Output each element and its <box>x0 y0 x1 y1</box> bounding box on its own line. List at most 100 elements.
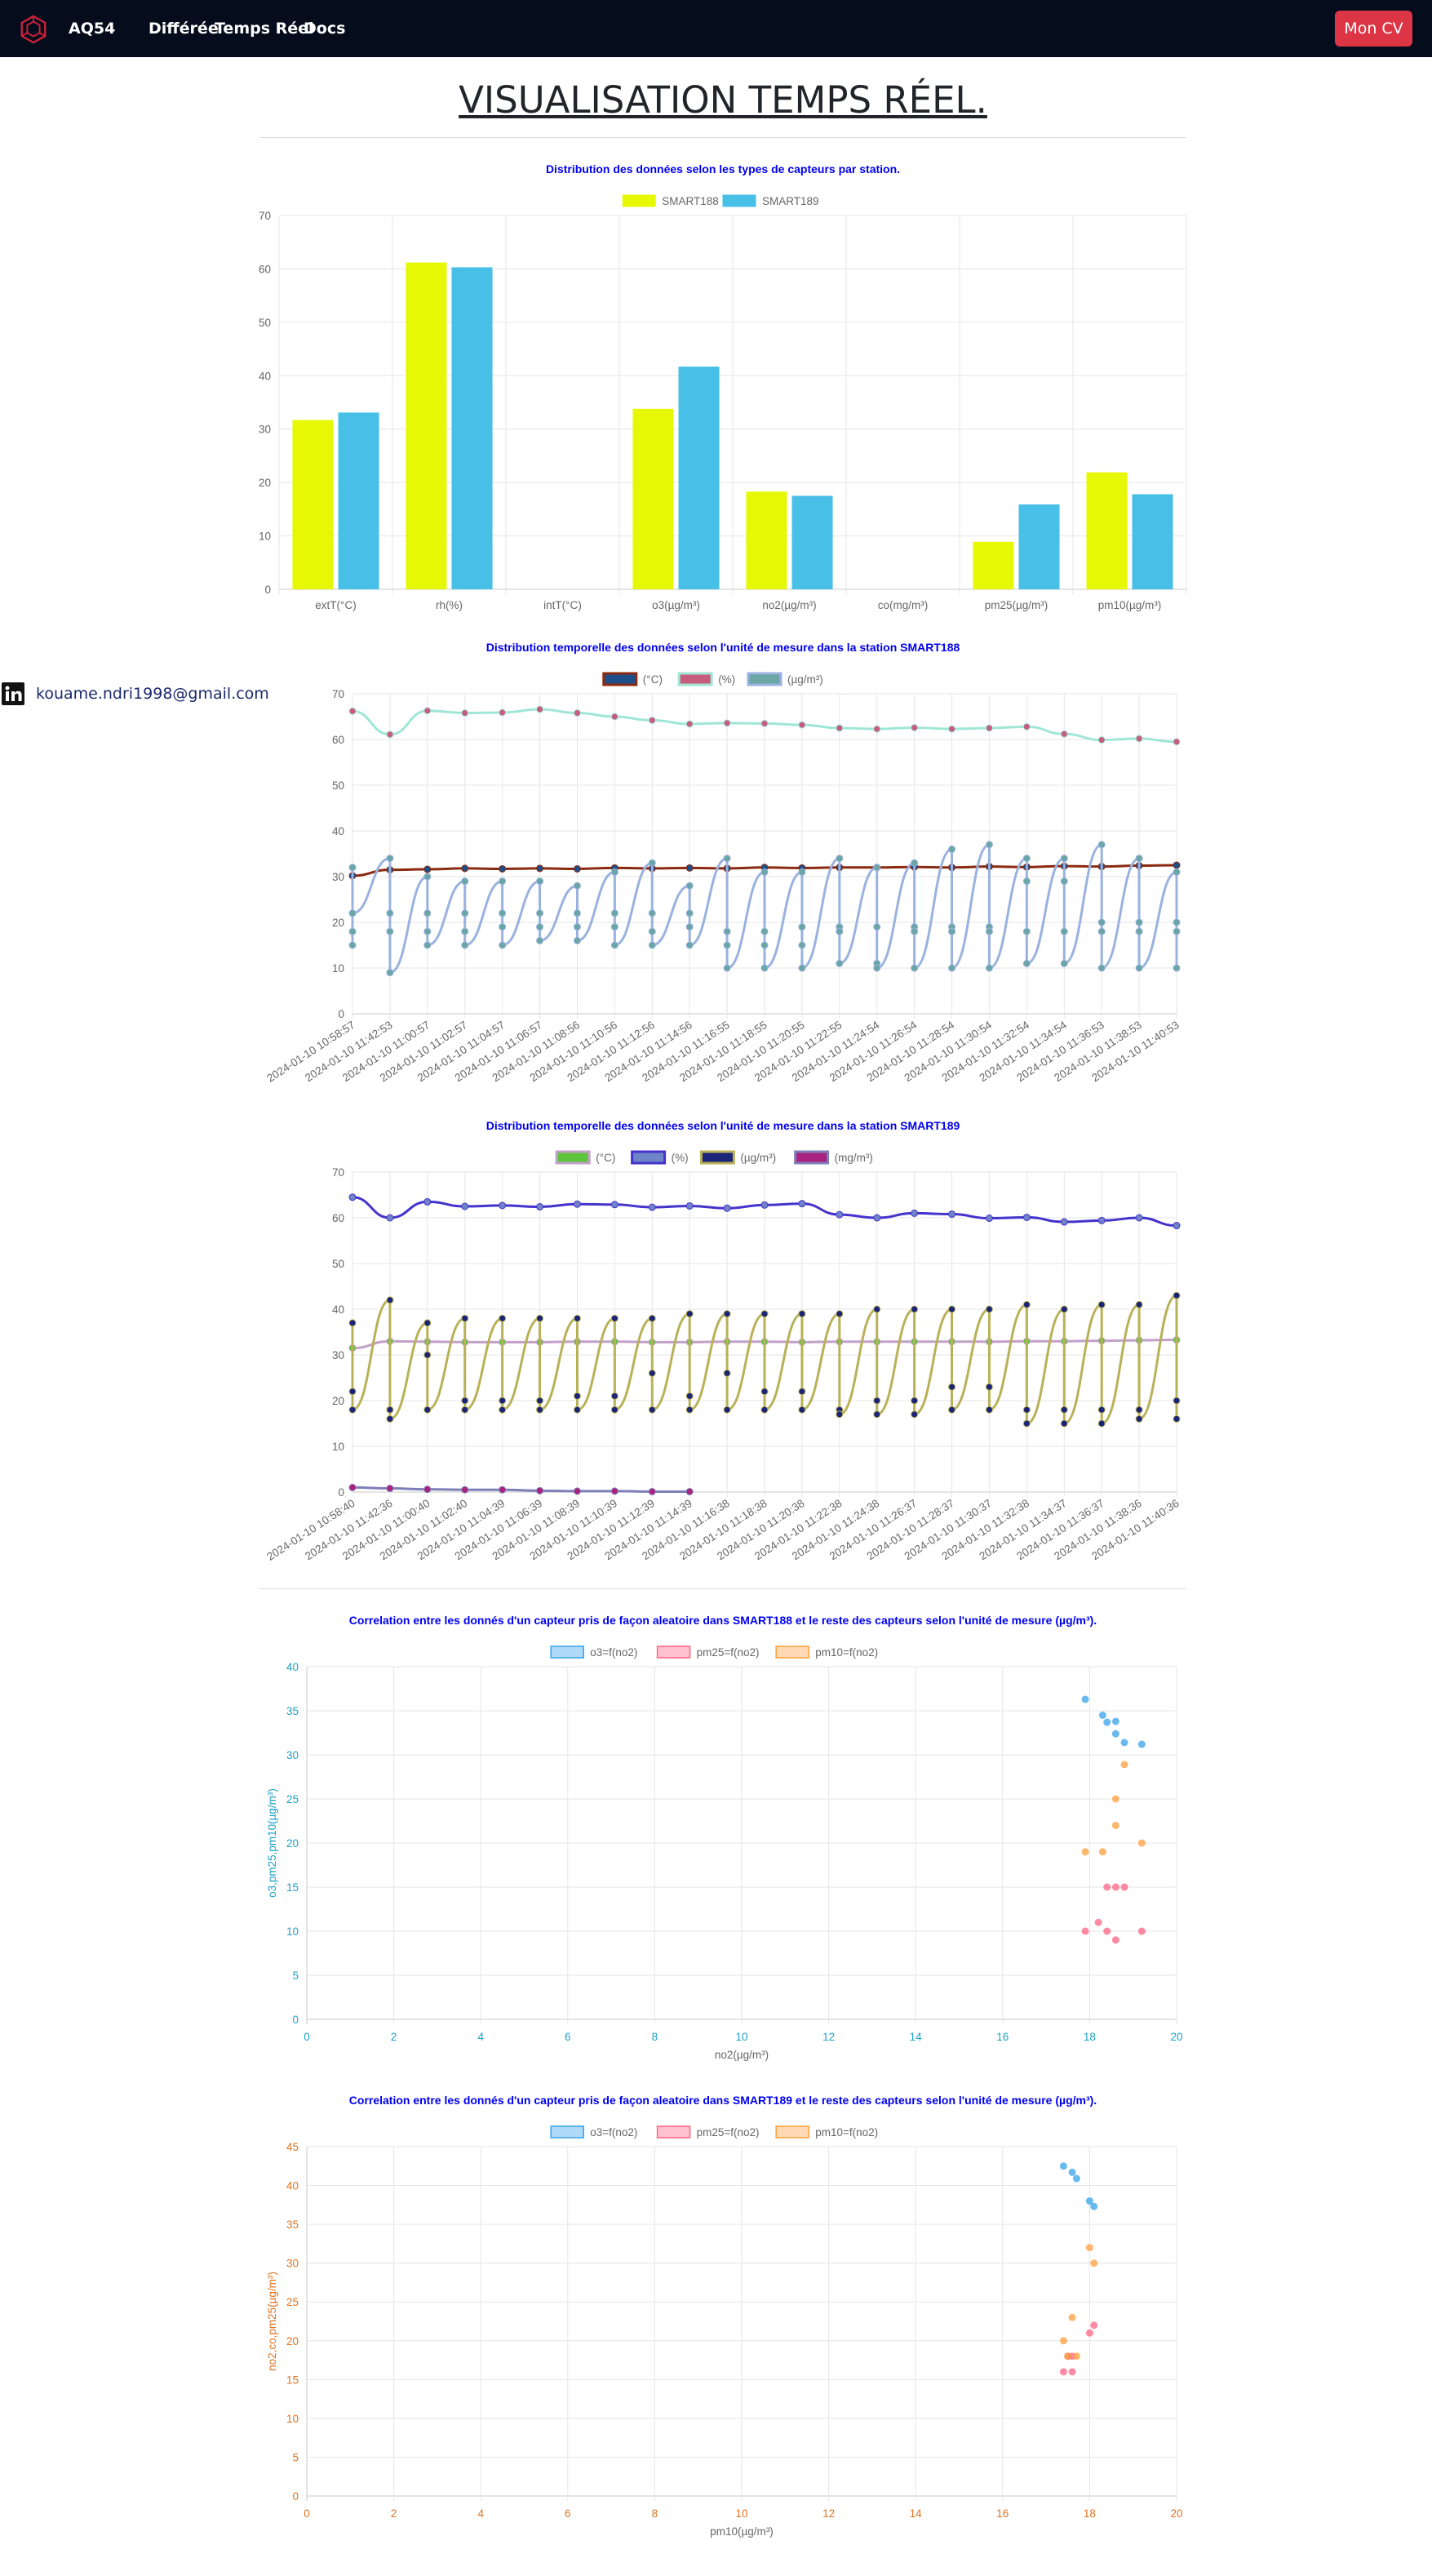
legend-swatch <box>656 2125 691 2139</box>
data-point <box>985 1383 993 1391</box>
data-point <box>386 1296 394 1304</box>
nav-link-differee[interactable]: Différée <box>149 20 219 38</box>
data-point <box>1097 841 1106 849</box>
data-point <box>948 1406 956 1414</box>
y-tick-label: 45 <box>286 2141 299 2153</box>
x-tick-label: extT(°C) <box>315 599 356 611</box>
data-point <box>536 1203 544 1211</box>
data-point <box>423 1197 432 1206</box>
scatter-point-2 <box>1081 1848 1089 1856</box>
x-tick-label: 12 <box>822 2507 835 2520</box>
data-point <box>573 1392 581 1400</box>
data-point <box>836 1410 844 1419</box>
data-point <box>948 1305 956 1313</box>
y-tick-label: 60 <box>332 1212 344 1224</box>
chart-title: Correlation entre les donnés d'un capteu… <box>349 2094 1097 2107</box>
y-axis-label: o3,pm25,pm10(µg/m³) <box>266 1788 278 1898</box>
data-point <box>461 1406 469 1414</box>
data-point <box>948 964 956 972</box>
data-point <box>499 1486 507 1494</box>
legend-swatch <box>550 2125 584 2139</box>
data-point <box>911 1397 919 1405</box>
legend-swatch <box>550 1646 584 1659</box>
scatter-chart-smart188: Correlation entre les donnés d'un capteu… <box>266 1614 1183 2061</box>
mon-cv-button[interactable]: Mon CV <box>1335 11 1412 47</box>
nav-link-temps-reel[interactable]: Temps Réel <box>215 20 314 38</box>
x-tick-label: rh(%) <box>436 599 463 611</box>
y-tick-label: 15 <box>286 2374 299 2386</box>
scatter-chart-smart189: Correlation entre les donnés d'un capteu… <box>266 2094 1183 2538</box>
data-point <box>798 964 806 972</box>
y-tick-label: 30 <box>286 2258 299 2270</box>
x-tick-label: 8 <box>652 2031 658 2043</box>
data-point <box>348 927 357 935</box>
data-point <box>685 882 694 890</box>
brand-name[interactable]: AQ54 <box>69 20 116 38</box>
legend-swatch <box>747 672 783 686</box>
scatter-point-0 <box>1059 2162 1067 2170</box>
data-point <box>836 1310 844 1318</box>
y-tick-label: 30 <box>286 1749 299 1761</box>
data-point <box>760 941 769 949</box>
data-point <box>985 1305 993 1313</box>
data-point <box>573 709 581 717</box>
data-point <box>348 1483 357 1491</box>
data-point <box>1173 868 1181 876</box>
scatter-point-0 <box>1090 2202 1098 2210</box>
data-point <box>1173 1397 1181 1405</box>
data-point <box>536 923 544 931</box>
scatter-point-2 <box>1090 2259 1098 2267</box>
data-point <box>1135 1406 1143 1414</box>
y-tick-label: 10 <box>259 531 271 543</box>
legend-swatch <box>722 194 756 207</box>
data-point <box>648 1369 656 1377</box>
data-point <box>873 1410 881 1419</box>
data-point <box>423 1351 432 1359</box>
x-axis-label: pm10(µg/m³) <box>710 2525 774 2538</box>
data-point <box>573 1200 581 1208</box>
data-point <box>1060 855 1068 863</box>
y-tick-label: 0 <box>338 1486 344 1499</box>
y-tick-label: 35 <box>286 1705 299 1717</box>
data-point <box>573 864 581 873</box>
data-point <box>685 1487 694 1495</box>
scatter-point-1 <box>1137 1927 1146 1935</box>
data-point <box>1097 1406 1106 1414</box>
linkedin-icon[interactable] <box>2 682 24 705</box>
brand-logo-icon[interactable] <box>18 14 49 45</box>
data-point <box>1097 736 1106 744</box>
x-axis-label: no2(µg/m³) <box>715 2049 769 2061</box>
data-point <box>1135 964 1143 972</box>
data-point <box>573 1314 581 1322</box>
legend-label: (%) <box>672 1152 689 1164</box>
data-point <box>760 927 769 935</box>
y-tick-label: 20 <box>286 1837 299 1850</box>
data-point <box>760 868 769 876</box>
data-point <box>723 1204 731 1212</box>
y-tick-label: 40 <box>332 1304 344 1316</box>
data-point <box>685 909 694 917</box>
y-tick-label: 60 <box>332 734 344 746</box>
data-point <box>573 882 581 890</box>
data-point <box>1173 918 1181 926</box>
legend-label: SMART188 <box>662 195 719 207</box>
data-point <box>685 923 694 931</box>
nav-link-docs[interactable]: Docs <box>304 20 346 38</box>
bar-smart189-1 <box>451 267 493 589</box>
data-point <box>610 909 618 917</box>
data-point <box>499 923 507 931</box>
data-point <box>348 1193 357 1201</box>
data-point <box>1022 959 1031 967</box>
data-point <box>1173 1415 1181 1423</box>
data-point <box>685 720 694 728</box>
email-link[interactable]: kouame.ndri1998@gmail.com <box>36 685 269 703</box>
scatter-point-0 <box>1111 1730 1119 1738</box>
data-point <box>423 865 432 873</box>
data-point <box>648 1487 656 1495</box>
legend-label: pm25=f(no2) <box>697 2126 760 2139</box>
y-tick-label: 50 <box>332 779 344 792</box>
scatter-point-2 <box>1064 2352 1072 2361</box>
data-point <box>1135 855 1143 863</box>
data-point <box>1173 861 1181 869</box>
scatter-point-2 <box>1085 2244 1093 2252</box>
